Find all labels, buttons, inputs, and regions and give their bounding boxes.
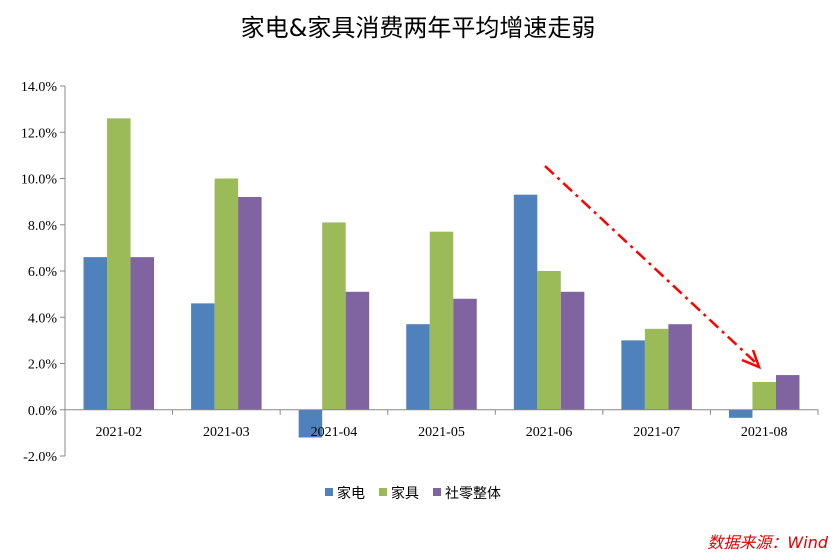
legend-swatch xyxy=(433,488,441,496)
bar-家具-2021-04 xyxy=(322,222,346,410)
bar-家具-2021-05 xyxy=(429,231,454,410)
legend-label: 家具 xyxy=(391,485,419,502)
bar-家电-2021-03 xyxy=(191,303,215,410)
chart-title: 家电&家具消费两年平均增速走弱 xyxy=(241,14,596,42)
bar-社零整体-2021-04 xyxy=(345,291,370,410)
bar-家电-2021-08 xyxy=(728,409,753,418)
legend-label: 社零整体 xyxy=(445,486,501,502)
bar-社零整体-2021-06 xyxy=(560,291,585,410)
legend-swatch xyxy=(379,488,387,496)
y-tick-label: 2.0% xyxy=(28,358,58,373)
bar-家具-2021-06 xyxy=(537,271,561,410)
bar-家电-2021-05 xyxy=(406,324,430,410)
trend-arrow xyxy=(544,165,762,370)
y-tick-label: 12.0% xyxy=(21,126,58,141)
x-tick-label: 2021-08 xyxy=(741,425,788,440)
y-tick-label: 4.0% xyxy=(28,311,58,326)
bar-家具-2021-03 xyxy=(214,178,239,410)
bar-社零整体-2021-02 xyxy=(130,257,155,410)
bar-社零整体-2021-05 xyxy=(453,298,477,410)
x-tick-label: 2021-04 xyxy=(311,425,358,440)
y-tick-label: 0.0% xyxy=(28,404,58,419)
bar-社零整体-2021-03 xyxy=(238,197,262,410)
source-note: 数据来源：Wind xyxy=(707,533,828,552)
y-tick-label: 10.0% xyxy=(21,173,58,188)
bar-家电-2021-06 xyxy=(513,194,538,410)
legend-swatch xyxy=(325,488,333,496)
legend: 家电 家具 社零整体 xyxy=(325,485,501,502)
bar-家具-2021-07 xyxy=(644,328,669,410)
bar-社零整体-2021-07 xyxy=(668,324,692,410)
x-tick-label: 2021-07 xyxy=(633,425,680,440)
bar-家电-2021-04 xyxy=(298,409,323,438)
legend-label: 家电 xyxy=(337,485,365,502)
x-tick-label: 2021-03 xyxy=(203,425,250,440)
bar-家具-2021-08 xyxy=(752,382,776,410)
x-tick-label: 2021-02 xyxy=(95,425,142,440)
x-tick-label: 2021-05 xyxy=(418,425,465,440)
y-tick-label: 8.0% xyxy=(28,219,58,234)
bar-社零整体-2021-08 xyxy=(775,375,800,410)
bar-家电-2021-07 xyxy=(621,340,645,410)
y-tick-label: 6.0% xyxy=(28,265,58,280)
bar-家电-2021-02 xyxy=(83,257,108,410)
bar-家具-2021-02 xyxy=(107,118,131,410)
y-tick-label: -2.0% xyxy=(23,450,57,465)
x-tick-label: 2021-06 xyxy=(526,425,573,440)
y-tick-label: 14.0% xyxy=(21,80,58,95)
